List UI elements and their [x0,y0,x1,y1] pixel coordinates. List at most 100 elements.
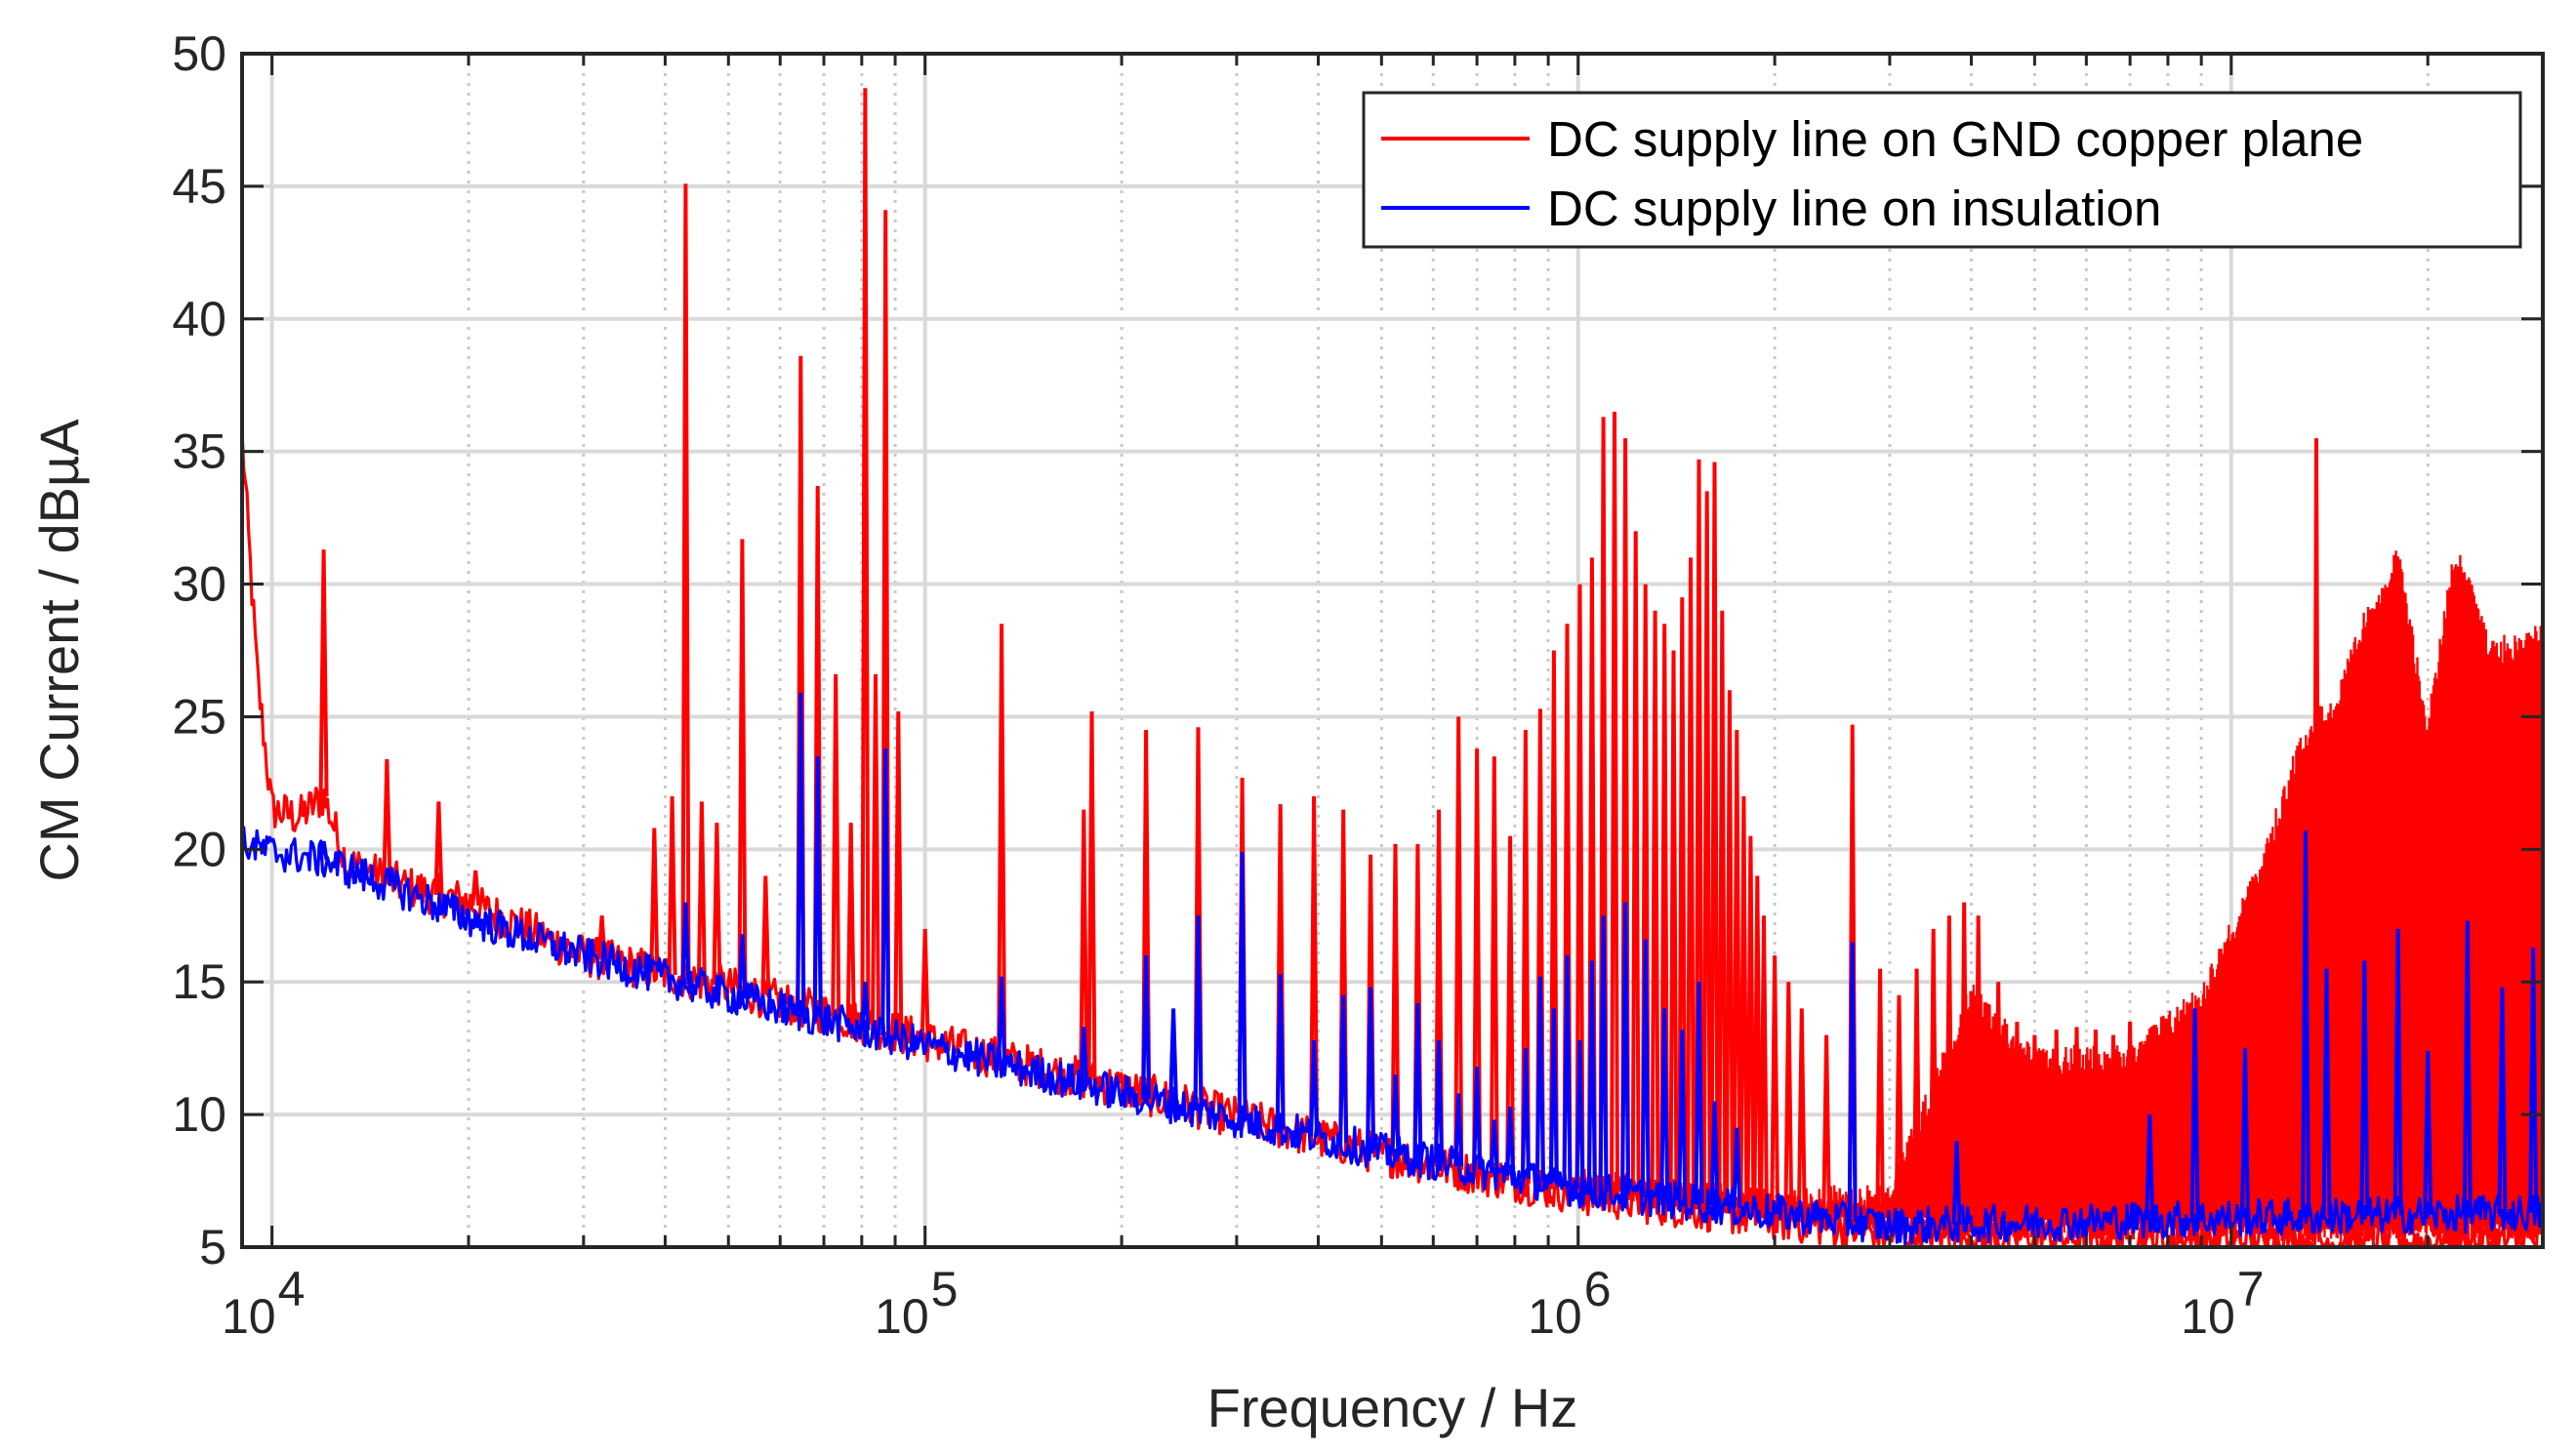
y-tick-label: 30 [172,557,226,612]
spectral-peak [737,539,748,991]
spectral-peak [2090,1030,2101,1239]
spectral-peak [1489,756,1499,1178]
spectral-peak [2301,830,2311,1217]
spectral-peak [2321,968,2332,1217]
spectral-peak [470,869,481,907]
spectral-peak [680,902,691,984]
spectral-peak [1694,459,1704,1210]
spectral-peak [1677,1030,1688,1202]
spectral-peak [1275,974,1286,1129]
spectral-peak [433,801,444,896]
spectral-peak [1489,1119,1499,1174]
spectral-peak [831,673,841,1017]
spectral-peak [318,549,329,797]
y-tick-label: 35 [172,424,226,479]
spectral-peak [1959,902,1970,1236]
y-axis-label: CM Current / dBµA [28,419,90,882]
series-1 [240,692,2545,1246]
y-tick-label: 10 [172,1087,226,1142]
spectral-peak [880,748,891,1036]
spectral-peak [1586,960,1597,1191]
spectral-peak [1783,982,1794,1222]
spectral-peak [712,823,722,986]
spectral-peak [1412,1002,1423,1159]
spectral-peak [1668,650,1679,1207]
spectral-peak [2310,438,2321,1242]
x-tick-label-base: 10 [1528,1289,1582,1344]
spectral-peak [1079,809,1089,1079]
x-tick-label-base: 10 [2181,1289,2235,1344]
spectral-peak [667,795,677,976]
spectral-peak [1453,1093,1464,1167]
legend-box [1362,91,2522,249]
spectral-peak [1659,1008,1670,1200]
spectral-peak [2392,928,2403,1216]
spectral-peak [1079,1027,1089,1085]
y-tick-label: 40 [172,292,226,346]
x-tick-label-base: 10 [875,1289,929,1344]
spectral-peak [1928,928,1939,1235]
spectral-peak [1548,1008,1559,1185]
x-tick-label-exponent: 6 [1584,1262,1612,1316]
plot-area [240,52,2545,1249]
spectral-peak [1598,915,1609,1192]
spectral-peak [318,840,329,861]
spectral-peak [2497,987,2508,1214]
spectral-peak [2170,1034,2181,1241]
spectral-peak [1390,843,1401,1157]
spectral-peak [812,756,823,1019]
spectral-peak [1738,795,1749,1216]
spectral-peak [997,976,1007,1065]
spectral-peak [2071,1027,2082,1238]
spectral-peak [1796,1008,1807,1223]
spectral-peak [1752,875,1763,1218]
x-tick-label-exponent: 5 [931,1262,959,1316]
spectral-peak [1237,852,1247,1121]
spectral-peak [737,934,748,999]
spectral-peak [1574,1039,1585,1190]
spectral-peak [1309,795,1320,1138]
spectral-peak [2239,1048,2250,1218]
spectral-peak [1951,1141,1962,1225]
y-tick-label: 20 [172,822,226,876]
spectral-peak [1677,597,1688,1208]
x-tick-label-exponent: 7 [2237,1262,2265,1316]
spectral-peak [1505,1106,1516,1177]
spectral-peak [2108,1034,2119,1239]
spectral-peak [1630,531,1641,1202]
spectral-peak [760,875,771,997]
spectral-peak [1875,968,1886,1233]
spectral-peak [2189,1008,2200,1220]
y-tick-label: 15 [172,954,226,1009]
spectral-peak [1759,915,1770,1218]
spectral-peak [1434,1039,1445,1163]
legend-label-insulation: DC supply line on insulation [1547,181,2161,236]
spectral-peak [1610,411,1620,1199]
x-axis-label: Frequency / Hz [1207,1377,1578,1438]
spectral-peak [680,183,691,979]
spectral-peak [871,673,881,1028]
x-tick-label-exponent: 4 [278,1262,306,1316]
spectral-peak [1709,1101,1720,1206]
spectral-peak [1505,835,1516,1181]
spectral-peak [893,710,904,1033]
spectral-peak [1472,748,1483,1174]
plot-frame [240,52,2545,1249]
x-tick-label-base: 10 [222,1289,276,1344]
spectral-peak [2051,1030,2062,1238]
spectral-peak [1193,915,1204,1111]
spectral-peak [1453,716,1464,1170]
series-line [240,826,2545,1246]
spectral-peak [1717,610,1728,1213]
spectral-peak [1520,1048,1531,1180]
spectral-peak [1338,994,1349,1144]
spectral-peak [1168,1008,1179,1106]
series-layer [240,88,2545,1249]
spectral-peak [997,624,1007,1060]
spectral-peak [1701,491,1712,1211]
spectral-peak [1993,982,2004,1237]
spectral-peak [1472,1067,1483,1170]
spectral-peak [696,801,707,982]
spectral-peak [2029,1034,2040,1237]
y-tick-label: 45 [172,159,226,214]
